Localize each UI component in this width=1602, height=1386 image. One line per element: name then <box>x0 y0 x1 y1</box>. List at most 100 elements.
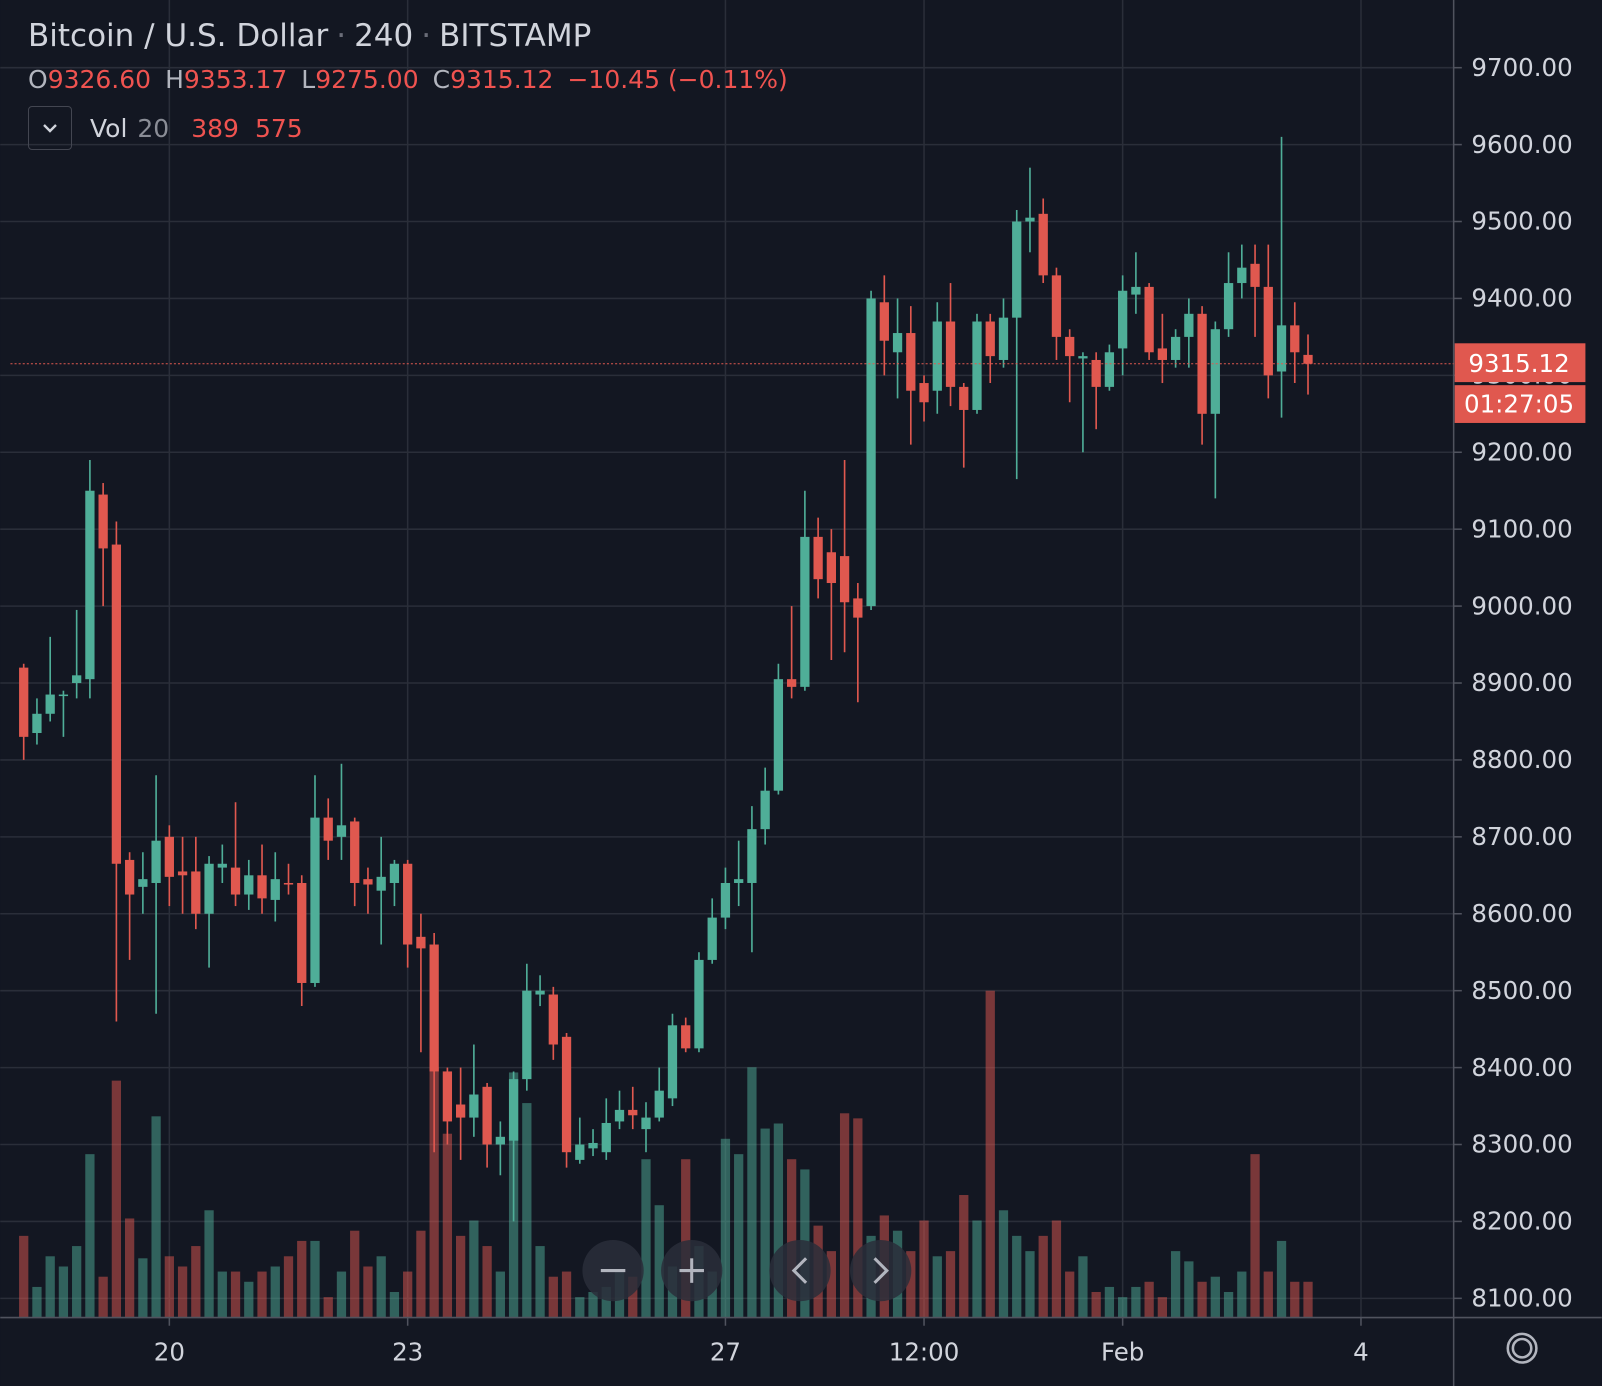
volume-bar <box>32 1286 42 1318</box>
y-tick-label: 9500.00 <box>1471 207 1572 236</box>
volume-bar <box>482 1246 492 1318</box>
volume-bar <box>720 1138 731 1318</box>
volume-row: Vol 20 389 575 <box>28 106 802 150</box>
volume-bar <box>389 1291 400 1318</box>
candle-body <box>403 863 413 945</box>
candle-body <box>879 302 889 341</box>
volume-bar <box>72 1246 82 1318</box>
candle-body <box>323 817 333 841</box>
candle-body <box>747 829 757 883</box>
volume-bar <box>1078 1256 1088 1318</box>
candle-body <box>641 1117 651 1130</box>
candle-body <box>839 556 850 603</box>
volume-bar <box>972 1220 982 1318</box>
x-tick-label: 23 <box>392 1337 423 1366</box>
volume-bar <box>429 1067 439 1318</box>
symbol-row: Bitcoin / U.S. Dollar · 240 · BITSTAMP <box>28 14 802 58</box>
candle-body <box>601 1122 611 1153</box>
candle-body <box>204 863 214 914</box>
volume-bar <box>1051 1220 1062 1318</box>
candle-body <box>19 667 29 737</box>
candle-body <box>535 990 545 995</box>
candle-body <box>681 1025 691 1049</box>
volume-bar <box>641 1159 651 1318</box>
volume-bar <box>98 1276 108 1318</box>
volume-bar <box>522 1103 532 1318</box>
candle-body <box>813 536 823 580</box>
volume-bar <box>1237 1271 1247 1318</box>
zoom-out-button[interactable] <box>582 1239 644 1302</box>
ohlc-key: L <box>301 64 316 94</box>
volume-bar <box>270 1266 280 1318</box>
scroll-right-button[interactable] <box>850 1239 912 1302</box>
candle-body <box>614 1109 625 1122</box>
volume-bar <box>959 1195 969 1318</box>
scroll-left-button[interactable] <box>769 1239 831 1302</box>
volume-bar <box>1038 1235 1048 1318</box>
candle-body <box>959 386 969 410</box>
grid <box>0 0 1454 1318</box>
volume-bar <box>310 1240 320 1318</box>
x-tick-label: 12:00 <box>889 1337 960 1366</box>
volume-bar <box>323 1297 333 1318</box>
volume-bar <box>1276 1240 1287 1318</box>
ohlc-row: O 9326.60 H 9353.17 L 9275.00 C 9315.12 −10.45 (… <box>28 60 802 98</box>
volume-average: 575 <box>254 113 303 143</box>
interval: 240 <box>354 18 414 54</box>
volume-bar <box>151 1116 161 1318</box>
candle-body <box>866 298 876 607</box>
volume-bar <box>773 1123 784 1318</box>
y-tick-label: 8900.00 <box>1471 668 1572 697</box>
axes: 8100.00 8200.00 8300.00 8400.00 8500.00 8600.… <box>10 53 1586 1366</box>
volume-bar <box>760 1128 770 1318</box>
y-tick-label: 8600.00 <box>1471 899 1572 928</box>
volume-bar <box>628 1276 638 1318</box>
volume-bar <box>932 1256 942 1318</box>
volume-bar <box>336 1271 347 1318</box>
candle-body <box>363 879 373 885</box>
candle-body <box>760 790 770 830</box>
x-tick-label: Feb <box>1101 1337 1144 1366</box>
ohlc-value: 9275.00 <box>315 64 419 94</box>
candle-body <box>124 859 135 895</box>
candle-body <box>1144 286 1154 353</box>
collapse-button[interactable] <box>28 106 72 150</box>
y-tick-label: 9100.00 <box>1471 514 1572 543</box>
ohlc-key: O <box>28 64 48 94</box>
volume-bar <box>1290 1281 1300 1318</box>
candle-body <box>1104 352 1115 387</box>
candle-body <box>548 994 558 1045</box>
candle-body <box>1091 359 1101 387</box>
candle-body <box>164 836 174 877</box>
candle-body <box>1210 329 1220 414</box>
volume-value: 389 <box>191 113 239 143</box>
candle-body <box>1131 286 1141 295</box>
volume-bar <box>1184 1261 1194 1318</box>
candle-body <box>297 882 307 983</box>
candle-body <box>58 694 69 697</box>
ohlc-value: 9315.12 <box>450 64 554 94</box>
candle-body <box>482 1086 492 1145</box>
candle-body <box>1038 213 1048 276</box>
volume-bar <box>1303 1281 1313 1318</box>
candle-body <box>1184 313 1194 337</box>
candle-body <box>191 871 201 914</box>
settings-button[interactable] <box>1506 1332 1538 1364</box>
zoom-in-button[interactable] <box>661 1239 723 1302</box>
x-tick-label: 27 <box>710 1337 741 1366</box>
candle-body <box>998 317 1009 360</box>
y-tick-label: 9200.00 <box>1471 437 1572 466</box>
volume-bar <box>985 990 995 1318</box>
candle-body <box>932 321 942 391</box>
volume-bar <box>124 1218 135 1318</box>
candle-body <box>429 944 439 1072</box>
candle-body <box>800 536 810 687</box>
price-tag-label: 9315.12 <box>1468 349 1569 378</box>
volume-bar <box>297 1240 307 1318</box>
y-tick-label: 8300.00 <box>1471 1130 1572 1159</box>
candle-body <box>350 821 360 883</box>
volume-bar <box>376 1256 386 1318</box>
candle-body <box>720 882 731 918</box>
